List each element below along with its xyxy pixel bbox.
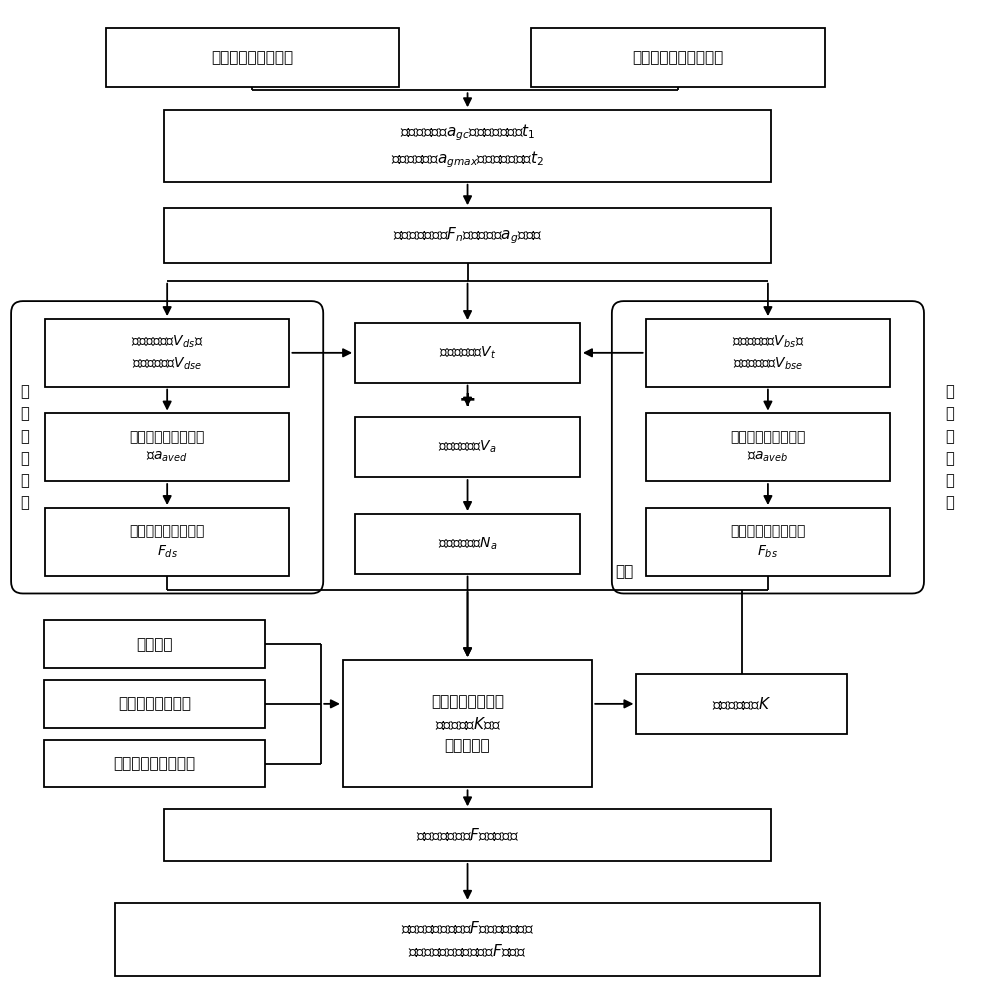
- Text: 实际去除体积$V_a$: 实际去除体积$V_a$: [438, 439, 497, 455]
- FancyBboxPatch shape: [164, 809, 770, 861]
- Text: 综合影响系数$K$: 综合影响系数$K$: [712, 696, 771, 712]
- FancyBboxPatch shape: [355, 417, 580, 477]
- Text: +: +: [459, 390, 476, 410]
- Text: 代入: 代入: [615, 564, 634, 579]
- Text: 单颗磨粒平均切削深
度$a_{aveb}$: 单颗磨粒平均切削深 度$a_{aveb}$: [730, 430, 806, 464]
- Text: 理论去除体积$V_t$: 理论去除体积$V_t$: [439, 345, 496, 361]
- Text: 单颗磨粒切削形貌分析: 单颗磨粒切削形貌分析: [633, 50, 723, 65]
- Text: 工件材料性能参数: 工件材料性能参数: [118, 696, 191, 711]
- Text: 单颗磨粒平均切削力
$F_{ds}$: 单颗磨粒平均切削力 $F_{ds}$: [130, 524, 205, 560]
- FancyBboxPatch shape: [45, 508, 289, 576]
- FancyBboxPatch shape: [646, 413, 891, 481]
- Text: 切削参数和振动参数: 切削参数和振动参数: [113, 756, 196, 771]
- Text: 单颗磨粒平均切削力
$F_{bs}$: 单颗磨粒平均切削力 $F_{bs}$: [730, 524, 806, 560]
- Text: 有效磨粒数目$N_a$: 有效磨粒数目$N_a$: [438, 536, 497, 552]
- Text: 得到含有参数（综
合影响系数$K$）的
切削力公式: 得到含有参数（综 合影响系数$K$）的 切削力公式: [431, 695, 504, 753]
- FancyBboxPatch shape: [355, 323, 580, 383]
- FancyBboxPatch shape: [646, 319, 891, 387]
- Text: 单颗磨粒运动学分析: 单颗磨粒运动学分析: [212, 50, 293, 65]
- Text: 单颗磨粒切削力$F_n$与切削深度$a_g$的关系: 单颗磨粒切削力$F_n$与切削深度$a_g$的关系: [393, 225, 542, 246]
- Text: 利用已得到的切削力$F$的预测公式，实
现不同加工参数下切削力$F$的预测: 利用已得到的切削力$F$的预测公式，实 现不同加工参数下切削力$F$的预测: [400, 920, 534, 959]
- FancyBboxPatch shape: [45, 413, 289, 481]
- FancyBboxPatch shape: [355, 514, 580, 574]
- FancyBboxPatch shape: [531, 28, 825, 87]
- FancyBboxPatch shape: [646, 508, 891, 576]
- FancyBboxPatch shape: [612, 301, 924, 593]
- Text: 理论划痕体积$V_{ds}$与
等效划痕体积$V_{dse}$: 理论划痕体积$V_{ds}$与 等效划痕体积$V_{dse}$: [131, 334, 204, 372]
- FancyBboxPatch shape: [342, 660, 592, 787]
- Text: 临界切削深度$a_{gc}$及相应切削时间$t_1$
最大切削深度$a_{gmax}$及相应切削时间$t_2$: 临界切削深度$a_{gc}$及相应切削时间$t_1$ 最大切削深度$a_{gma…: [391, 122, 544, 170]
- FancyBboxPatch shape: [115, 903, 820, 976]
- Text: 塑
性
流
动
去
除: 塑 性 流 动 去 除: [20, 384, 29, 510]
- FancyBboxPatch shape: [637, 674, 846, 734]
- Text: 刀具参数: 刀具参数: [136, 637, 172, 652]
- FancyBboxPatch shape: [44, 680, 265, 728]
- FancyBboxPatch shape: [45, 319, 289, 387]
- FancyBboxPatch shape: [11, 301, 323, 593]
- Text: 得到最终切削力$F$的预测公式: 得到最终切削力$F$的预测公式: [416, 827, 519, 843]
- Text: 脆
性
断
裂
去
除: 脆 性 断 裂 去 除: [946, 384, 954, 510]
- FancyBboxPatch shape: [44, 620, 265, 668]
- Text: 单颗磨粒平均切削深
度$a_{aved}$: 单颗磨粒平均切削深 度$a_{aved}$: [130, 430, 205, 464]
- FancyBboxPatch shape: [105, 28, 400, 87]
- FancyBboxPatch shape: [164, 110, 770, 182]
- Text: 理论划痕体积$V_{bs}$与
等效划痕体积$V_{bse}$: 理论划痕体积$V_{bs}$与 等效划痕体积$V_{bse}$: [732, 334, 804, 372]
- FancyBboxPatch shape: [164, 208, 770, 263]
- FancyBboxPatch shape: [44, 740, 265, 787]
